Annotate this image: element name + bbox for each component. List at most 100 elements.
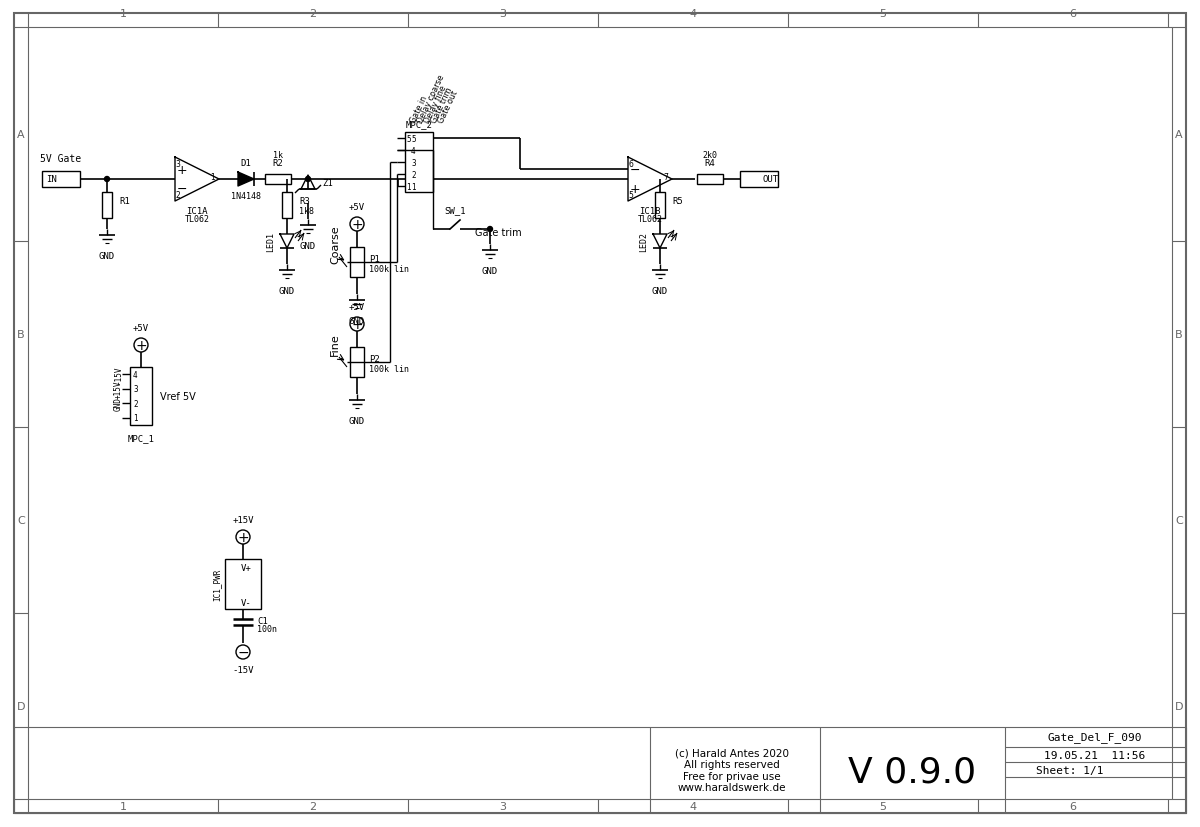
Text: IC1B: IC1B [640, 207, 661, 216]
Text: 6: 6 [629, 160, 634, 169]
Text: LED1: LED1 [266, 232, 275, 251]
Text: Gate_Del_F_090: Gate_Del_F_090 [1048, 732, 1142, 743]
Text: GND: GND [349, 317, 365, 326]
Text: 1k: 1k [274, 151, 283, 160]
Bar [655, 193, 665, 218]
Bar [350, 347, 364, 378]
Bar [406, 133, 433, 193]
Text: Vref 5V: Vref 5V [160, 391, 196, 402]
Text: 19.05.21  11:56: 19.05.21 11:56 [1044, 750, 1146, 760]
Bar [740, 172, 778, 188]
Text: 1: 1 [120, 801, 126, 811]
Text: -15V: -15V [114, 366, 122, 384]
Text: +: + [176, 164, 187, 176]
Text: Delay fine: Delay fine [424, 84, 449, 125]
Text: SW_1: SW_1 [444, 206, 466, 215]
Text: MPC_1: MPC_1 [127, 433, 155, 442]
Text: R2: R2 [272, 159, 283, 168]
Text: V+: V+ [241, 563, 252, 572]
Text: +15V: +15V [114, 380, 122, 399]
Text: R4: R4 [704, 159, 715, 168]
Text: +: + [352, 318, 362, 332]
Text: +: + [630, 183, 641, 196]
Text: 2: 2 [310, 9, 317, 19]
Text: V 0.9.0: V 0.9.0 [848, 755, 976, 789]
Text: D: D [17, 701, 25, 711]
Text: +: + [352, 218, 362, 232]
Text: 4: 4 [410, 146, 415, 155]
Text: R3: R3 [299, 198, 310, 206]
Text: +15V: +15V [233, 515, 253, 524]
Bar [102, 193, 112, 218]
Text: C: C [17, 515, 25, 525]
Text: LED2: LED2 [640, 232, 648, 251]
Text: MPC_2: MPC_2 [406, 120, 432, 129]
Text: 3: 3 [499, 801, 506, 811]
Text: +5V: +5V [349, 303, 365, 312]
Bar [282, 193, 292, 218]
Text: Gate out: Gate out [437, 89, 460, 125]
Text: −: − [238, 645, 248, 659]
Text: 1: 1 [120, 9, 126, 19]
Text: Gate in: Gate in [409, 94, 430, 125]
Text: −: − [630, 164, 641, 176]
Text: Fine: Fine [330, 333, 340, 356]
Text: GND: GND [482, 266, 498, 275]
Text: GND: GND [114, 397, 122, 411]
Text: 6: 6 [1069, 801, 1076, 811]
Text: A: A [17, 130, 25, 140]
Text: 2: 2 [133, 399, 138, 409]
Text: +5V: +5V [349, 203, 365, 212]
Bar [42, 172, 80, 188]
Text: 2: 2 [175, 191, 180, 200]
Text: 5: 5 [880, 9, 887, 19]
Text: 3: 3 [410, 158, 415, 167]
Text: 100k lin: 100k lin [370, 365, 409, 374]
Text: P2: P2 [370, 355, 379, 364]
Text: 1: 1 [133, 414, 138, 423]
Text: 1: 1 [211, 172, 215, 181]
Text: OUT: OUT [763, 174, 779, 184]
Text: 2: 2 [410, 170, 415, 179]
Text: 5: 5 [410, 134, 415, 143]
Text: 2: 2 [310, 801, 317, 811]
Text: 3: 3 [175, 160, 180, 169]
Text: 1: 1 [406, 182, 410, 191]
Text: IC1A: IC1A [186, 207, 208, 216]
Text: 5: 5 [406, 134, 410, 143]
Text: IC1_PWR: IC1_PWR [212, 568, 221, 600]
Text: −: − [176, 183, 187, 196]
Text: GND: GND [652, 287, 668, 295]
Circle shape [487, 227, 492, 232]
Text: D1: D1 [241, 159, 251, 168]
Text: 1N4148: 1N4148 [230, 192, 262, 201]
Bar [350, 248, 364, 278]
Text: V-: V- [241, 598, 252, 607]
Text: Z1: Z1 [322, 179, 332, 187]
Text: Gate trim: Gate trim [475, 227, 522, 237]
Text: A: A [1175, 130, 1183, 140]
Text: 5: 5 [880, 801, 887, 811]
Text: GND: GND [98, 251, 115, 261]
Circle shape [104, 177, 109, 182]
Text: 6: 6 [1069, 9, 1076, 19]
Circle shape [306, 177, 311, 182]
Text: 7: 7 [664, 172, 668, 181]
Text: R5: R5 [672, 198, 683, 206]
Text: Gate trim: Gate trim [430, 86, 455, 125]
Text: B: B [1175, 330, 1183, 340]
Text: +: + [238, 530, 248, 544]
Text: 4: 4 [690, 801, 696, 811]
Text: (c) Harald Antes 2020
All rights reserved
Free for privae use
www.haraldswerk.de: (c) Harald Antes 2020 All rights reserve… [674, 748, 790, 792]
Text: 4: 4 [690, 9, 696, 19]
Text: 3: 3 [133, 385, 138, 394]
Text: 4: 4 [133, 370, 138, 380]
Text: 100k lin: 100k lin [370, 265, 409, 275]
Text: -15V: -15V [233, 665, 253, 674]
Bar [14, 727, 1186, 813]
Text: 1: 1 [410, 182, 415, 191]
Text: GND: GND [349, 417, 365, 425]
Text: TL062: TL062 [185, 215, 210, 224]
Text: 1k8: 1k8 [299, 208, 314, 216]
Text: GND: GND [300, 241, 316, 251]
